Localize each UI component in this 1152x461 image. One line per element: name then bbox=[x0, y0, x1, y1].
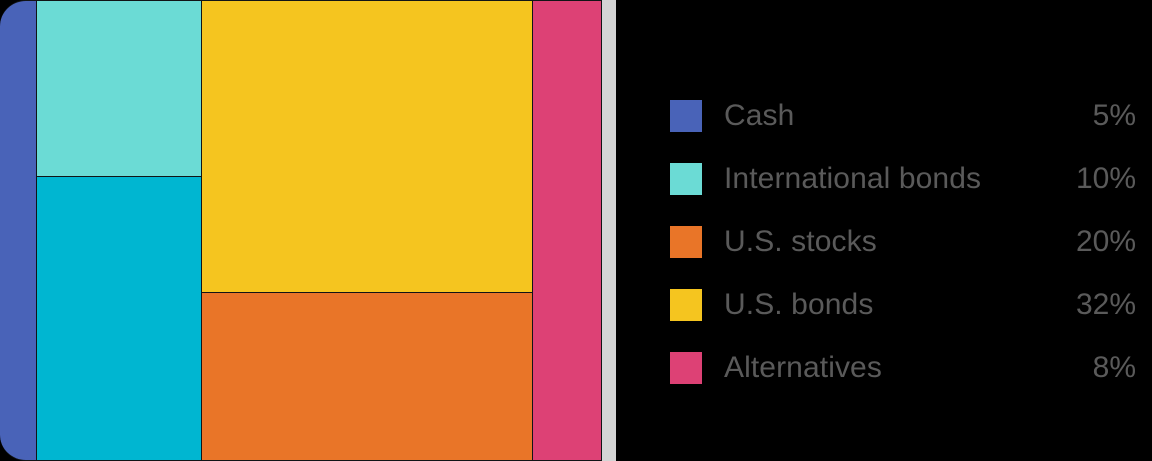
legend-swatch-icon bbox=[670, 352, 702, 384]
treemap-tile-alternatives[interactable] bbox=[532, 0, 602, 461]
legend-swatch-icon bbox=[670, 100, 702, 132]
treemap-tile-unallocated[interactable] bbox=[602, 0, 616, 461]
legend-item-label: U.S. stocks bbox=[724, 225, 877, 258]
chart-legend: Cash 5% International bonds 10% U.S. stocks 2… bbox=[616, 0, 1152, 461]
treemap-tile-international-bonds-lower[interactable] bbox=[36, 176, 202, 461]
treemap-tile-u-s-stocks[interactable] bbox=[201, 292, 533, 461]
legend-item-value: 32% bbox=[1075, 288, 1136, 321]
legend-item-label: Cash bbox=[724, 99, 795, 132]
legend-item[interactable]: U.S. bonds 32% bbox=[670, 288, 1136, 322]
legend-item-label: U.S. bonds bbox=[724, 288, 874, 321]
legend-swatch-icon bbox=[670, 163, 702, 195]
treemap-tile-international-bonds[interactable] bbox=[36, 0, 202, 177]
legend-item-label: Alternatives bbox=[724, 351, 882, 384]
legend-item[interactable]: U.S. stocks 20% bbox=[670, 225, 1136, 259]
treemap-tile-u-s-bonds[interactable] bbox=[201, 0, 533, 293]
legend-swatch-icon bbox=[670, 289, 702, 321]
legend-item-label: International bonds bbox=[724, 162, 982, 195]
legend-item[interactable]: Alternatives 8% bbox=[670, 351, 1136, 385]
legend-item-value: 20% bbox=[1075, 225, 1136, 258]
treemap-plot-area bbox=[0, 0, 616, 461]
treemap-tile-cash[interactable] bbox=[0, 0, 37, 461]
legend-item-value: 5% bbox=[1092, 99, 1136, 132]
legend-item-value: 10% bbox=[1075, 162, 1136, 195]
legend-item[interactable]: Cash 5% bbox=[670, 99, 1136, 133]
legend-item[interactable]: International bonds 10% bbox=[670, 162, 1136, 196]
legend-item-value: 8% bbox=[1092, 351, 1136, 384]
legend-swatch-icon bbox=[670, 226, 702, 258]
